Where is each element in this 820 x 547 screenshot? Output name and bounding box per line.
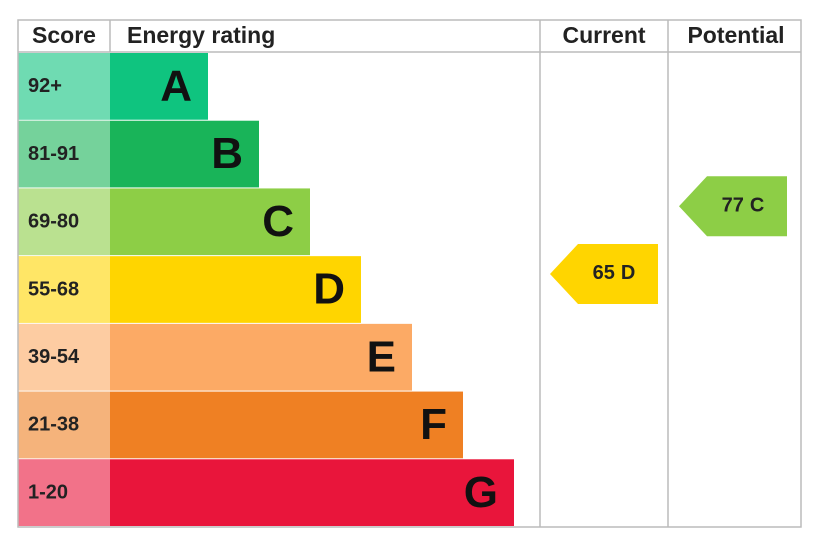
band-letter: C xyxy=(262,197,294,246)
arrow-rating: C xyxy=(750,195,764,217)
band-score: 39-54 xyxy=(28,346,80,368)
header-current: Current xyxy=(562,22,645,48)
arrow-value: 77 xyxy=(722,195,744,217)
cells xyxy=(18,53,514,526)
band-letter: G xyxy=(464,468,498,517)
arrow-rating: D xyxy=(621,262,635,284)
current-arrow: 65 D xyxy=(550,244,658,304)
band-letter: D xyxy=(313,265,345,314)
score-cell xyxy=(18,323,110,391)
band-score: 55-68 xyxy=(28,278,79,300)
score-tint xyxy=(18,323,110,391)
score-tint xyxy=(18,120,110,188)
arrow-label: 65 D xyxy=(593,262,636,284)
band-bar xyxy=(110,53,208,120)
band-letter: E xyxy=(367,332,396,381)
arrow-value: 65 xyxy=(593,262,615,284)
band-bar xyxy=(110,459,514,526)
score-cell xyxy=(18,53,110,120)
band-bar xyxy=(110,188,310,256)
band-bar xyxy=(110,256,361,323)
header-score: Score xyxy=(32,22,96,48)
band-score: 81-91 xyxy=(28,143,79,165)
band-bar xyxy=(110,120,259,188)
band-bar xyxy=(110,391,463,459)
arrow-shape xyxy=(679,176,787,237)
score-tint xyxy=(18,391,110,459)
frame xyxy=(17,19,802,528)
band-score: 21-38 xyxy=(28,414,79,436)
score-cell xyxy=(18,188,110,256)
header-rating: Energy rating xyxy=(127,22,275,48)
score-tint xyxy=(18,256,110,323)
header-potential: Potential xyxy=(687,22,784,48)
score-tint xyxy=(18,188,110,256)
score-cell xyxy=(18,120,110,188)
score-tint xyxy=(18,53,110,120)
band-letter: A xyxy=(160,61,192,110)
band-score: 92+ xyxy=(28,75,62,97)
band-letter: F xyxy=(420,400,447,449)
potential-arrow: 77 C xyxy=(679,176,787,237)
band-score: 69-80 xyxy=(28,211,79,233)
arrow-label: 77 C xyxy=(722,195,765,217)
band-bar xyxy=(110,323,412,391)
arrow-shape xyxy=(550,244,658,304)
score-cell xyxy=(18,256,110,323)
score-tint xyxy=(18,459,110,526)
score-cell xyxy=(18,459,110,526)
band-letter: B xyxy=(211,129,243,178)
score-cell xyxy=(18,391,110,459)
band-score: 1-20 xyxy=(28,481,68,503)
